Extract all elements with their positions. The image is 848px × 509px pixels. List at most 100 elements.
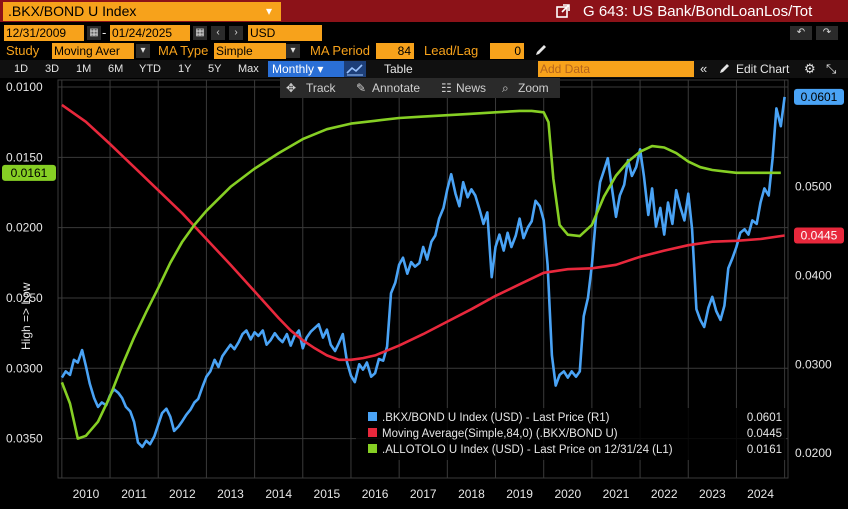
- end-date-input[interactable]: 01/24/2025: [110, 25, 190, 41]
- legend-value-allot: 0.0161: [747, 444, 782, 456]
- right-tick-label: 0.0500: [795, 180, 832, 194]
- frequency-select[interactable]: Monthly ▾: [268, 61, 344, 77]
- period-button-1d[interactable]: 1D: [14, 63, 29, 75]
- track-button[interactable]: Track: [306, 81, 336, 95]
- x-tick-label: 2023: [699, 487, 726, 501]
- x-tick-label: 2019: [506, 487, 533, 501]
- ma-type-dropdown-icon[interactable]: ▾: [286, 44, 300, 58]
- security-ticker-field[interactable]: .BKX/BOND U Index: [3, 2, 281, 21]
- legend-swatch-bkx: [368, 412, 377, 421]
- zoom-button[interactable]: Zoom: [518, 81, 549, 95]
- legend-name-ma: Moving Average(Simple,84,0) (.BKX/BOND U…: [382, 428, 618, 440]
- last-value-tag-ma: [794, 227, 844, 244]
- period-toolbar: 1D 3D 1M 6M YTD 1Y 5Y Max Monthly ▾ Tabl…: [0, 60, 848, 78]
- function-title: G 643: US Bank/BondLoanLos/Tot: [583, 3, 813, 20]
- left-tick-label: 0.0350: [6, 432, 43, 446]
- legend: .BKX/BOND U Index (USD) - Last Price (R1…: [356, 408, 786, 460]
- edit-chart-icon: [720, 64, 729, 73]
- right-tick-label: 0.0400: [795, 268, 832, 282]
- line-type-button[interactable]: [344, 61, 366, 77]
- edit-chart-button[interactable]: Edit Chart: [736, 62, 790, 76]
- study-dropdown-icon[interactable]: ▾: [136, 44, 150, 58]
- period-button-max[interactable]: Max: [238, 63, 259, 75]
- last-value-tag-bkx: [794, 88, 844, 105]
- next-period-icon[interactable]: ›: [229, 26, 243, 40]
- period-button-6m[interactable]: 6M: [108, 63, 124, 75]
- x-tick-label: 2018: [458, 487, 485, 501]
- legend-name-bkx: .BKX/BOND U Index (USD) - Last Price (R1…: [382, 412, 610, 424]
- date-separator: -: [102, 25, 107, 40]
- lead-lag-label: Lead/Lag: [424, 43, 479, 58]
- collapse-icon[interactable]: «: [700, 61, 708, 76]
- ma-period-label: MA Period: [310, 43, 370, 58]
- series-line-bkx: [60, 96, 786, 449]
- last-value-tags: 0.0601 0.0445 0.0161: [2, 88, 844, 244]
- right-tick-label: 0.0300: [795, 357, 832, 371]
- period-button-ytd[interactable]: YTD: [139, 63, 161, 75]
- axis-tick-labels: 2010 2011 2012 2013 2014 2015 2016 2017 2018 2019…: [6, 80, 832, 501]
- series-lines: [60, 96, 786, 449]
- x-tick-label: 2010: [73, 487, 100, 501]
- x-tick-label: 2014: [265, 487, 292, 501]
- legend-swatch-allot: [368, 444, 377, 453]
- period-button-1m[interactable]: 1M: [76, 63, 92, 75]
- period-button-5y[interactable]: 5Y: [208, 63, 222, 75]
- left-tick-label: 0.0150: [6, 150, 43, 164]
- edit-pen-icon[interactable]: [534, 43, 548, 57]
- title-bar: .BKX/BOND U Index ▾ G 643: US Bank/BondL…: [0, 0, 848, 22]
- ticker-dropdown-icon[interactable]: ▾: [265, 4, 273, 18]
- period-button-3d[interactable]: 3D: [45, 63, 60, 75]
- legend-box: [356, 408, 786, 460]
- prev-period-icon[interactable]: ‹: [211, 26, 225, 40]
- redo-icon[interactable]: ↷: [816, 26, 838, 40]
- x-tick-label: 2024: [747, 487, 774, 501]
- x-tick-label: 2017: [410, 487, 437, 501]
- x-tick-label: 2022: [651, 487, 678, 501]
- news-icon: ☷: [441, 81, 452, 95]
- series-line-ma: [61, 103, 785, 362]
- legend-value-ma: 0.0445: [747, 428, 782, 440]
- legend-name-allot: .ALLOTOLO U Index (USD) - Last Price on …: [382, 444, 673, 456]
- right-tick-label: 0.0200: [795, 446, 832, 460]
- left-tick-label: 0.0250: [6, 291, 43, 305]
- study-select[interactable]: Moving Aver: [52, 43, 134, 59]
- last-value-text: 0.0161: [11, 166, 48, 180]
- legend-swatch-ma: [368, 428, 377, 437]
- currency-select[interactable]: USD: [248, 25, 322, 41]
- left-tick-label: 0.0200: [6, 221, 43, 235]
- zoom-icon: ⌕: [502, 81, 509, 95]
- ma-type-label: MA Type: [158, 43, 209, 58]
- study-row: Study Moving Aver ▾ MA Type Simple ▾ MA …: [0, 42, 848, 59]
- end-calendar-icon[interactable]: ▦: [193, 26, 207, 40]
- external-link-icon[interactable]: [555, 3, 571, 19]
- period-button-1y[interactable]: 1Y: [178, 63, 192, 75]
- ma-type-select[interactable]: Simple: [214, 43, 286, 59]
- news-button[interactable]: News: [456, 81, 487, 95]
- x-tick-label: 2013: [217, 487, 244, 501]
- last-value-text: 0.0601: [801, 90, 838, 104]
- annotate-icon: ✎: [356, 81, 367, 95]
- add-data-input[interactable]: Add Data: [538, 61, 694, 77]
- x-tick-label: 2012: [169, 487, 196, 501]
- x-tick-label: 2021: [603, 487, 630, 501]
- x-tick-label: 2016: [362, 487, 389, 501]
- ma-period-input[interactable]: 84: [376, 43, 414, 59]
- study-label: Study: [6, 43, 40, 58]
- left-axis-label: High => Low: [19, 282, 33, 350]
- settings-gear-icon[interactable]: ⚙: [804, 61, 816, 76]
- start-calendar-icon[interactable]: ▦: [87, 26, 101, 40]
- annotate-button[interactable]: Annotate: [372, 81, 421, 95]
- x-tick-label: 2011: [121, 487, 147, 501]
- x-tick-label: 2020: [554, 487, 581, 501]
- start-date-input[interactable]: 12/31/2009: [4, 25, 84, 41]
- last-value-text: 0.0445: [801, 228, 838, 242]
- left-tick-label: 0.0100: [6, 80, 43, 94]
- track-icon: ✥: [286, 81, 297, 95]
- line-chart-icon: [346, 64, 363, 76]
- table-button[interactable]: Table: [384, 62, 413, 76]
- expand-icon[interactable]: ⤡: [826, 61, 837, 76]
- undo-icon[interactable]: ↶: [790, 26, 812, 40]
- lead-lag-input[interactable]: 0: [490, 43, 524, 59]
- series-line-allot: [60, 109, 781, 440]
